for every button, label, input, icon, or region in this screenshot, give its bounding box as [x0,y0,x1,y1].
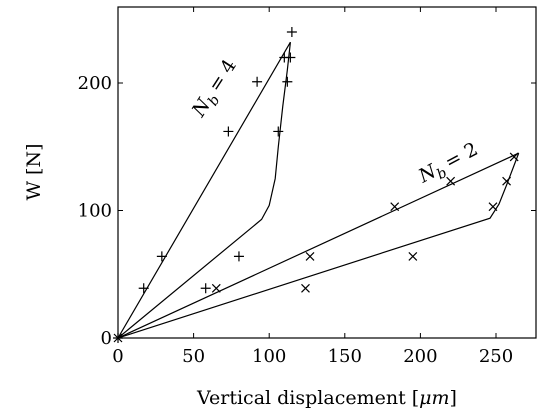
series-1-marker-cross [390,202,400,212]
series-0-upper-curve [117,41,291,339]
y-tick-label: 0 [101,328,112,349]
series-0-marker-plus [286,27,297,37]
series-1-marker-cross [488,202,498,212]
y-tick-label: 100 [78,201,112,222]
series-1-marker-cross [301,283,310,293]
series-0-marker-plus [273,126,284,137]
x-tick-label: 200 [403,346,437,367]
series-0-marker-plus [138,283,149,294]
series-1-marker-cross [113,333,123,343]
y-tick-label: 200 [78,73,112,94]
series-0-marker-plus [233,251,244,262]
axis-ticks: 0 50 100 150 200 250 0 100 200 [78,7,536,367]
series-0-lower-curve [117,42,291,339]
series-1-marker-cross [211,283,221,293]
x-tick-label: 250 [479,346,513,367]
series-1-lower-curve [117,152,520,339]
fitted-curves [117,41,520,339]
series-1-marker-cross [305,251,315,261]
y-axis-label: W [N] [23,143,45,200]
series-1-marker-cross [509,152,519,162]
series-1-marker-cross [502,176,512,186]
x-tick-label: 50 [182,346,205,367]
plot-frame [117,6,537,339]
series-0-marker-plus [285,52,296,63]
x-tick-label: 100 [252,346,286,367]
series-1-marker-cross [446,176,456,186]
series-0-marker-plus [200,283,211,294]
x-tick-label: 150 [328,346,362,367]
series-0-marker-plus [223,126,234,137]
x-axis-label: Vertical displacement [μm] [196,387,457,409]
x-tick-label: 0 [112,346,123,367]
series-0-marker-plus [156,251,167,262]
series-0-marker-plus [252,76,263,87]
data-markers [113,27,519,343]
series-1-upper-curve [117,152,519,339]
series-1-marker-cross [408,251,418,261]
series-label-nb4: Nb= 4 [187,55,244,123]
series-0-marker-plus [282,76,293,87]
